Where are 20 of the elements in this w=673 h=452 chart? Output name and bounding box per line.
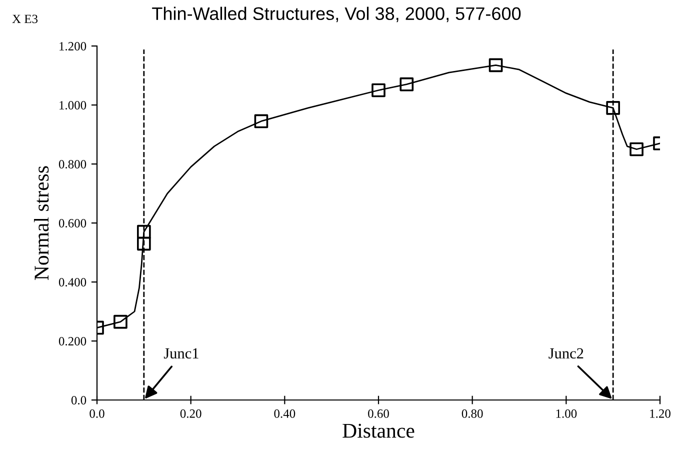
y-tick-label: 1.200 [60,42,86,51]
y-tick-label: 1.000 [60,101,86,110]
x-tick-label: 0.60 [368,409,389,418]
y-tick-label: 0.400 [58,278,86,287]
annotation: Junc1 [164,348,198,359]
x-tick-label: 0.40 [274,409,296,418]
y-tick-label: 0.200 [58,337,86,346]
x-tick-label: 0.80 [462,409,483,418]
y-tick-label: 0.0 [71,396,86,405]
text: X E3 [12,14,38,24]
y-tick-label: 0.800 [58,160,86,169]
chart-title: Thin-Walled Structures, Vol 38, 2000, 577-600 [152,6,521,22]
x-axis-title: Distance [342,424,414,438]
y-tick-label: 0.600 [58,219,86,228]
annotation: Junc2 [548,348,584,359]
x-tick-label: 1.00 [556,409,577,418]
x-tick-label: 0.20 [180,409,202,418]
x-tick-label: 0.0 [90,409,104,418]
y-axis-title: Normal stress [34,166,49,280]
x-tick-label: 1.20 [650,409,670,418]
